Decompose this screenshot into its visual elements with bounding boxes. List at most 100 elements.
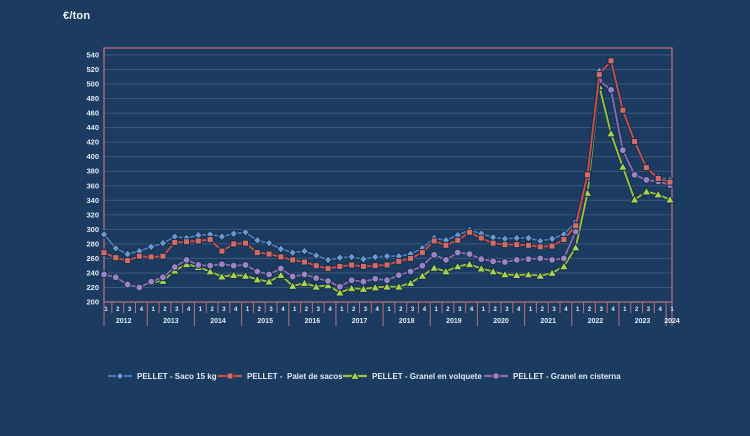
svg-text:2: 2	[446, 307, 450, 313]
x-axis-quarter-labels: 1 2 3 4 1 2 3 4 1 2 3 4 1 2 3 4 1 2 3 4 1 2 3 4 1 2 3 4 1 2 3 4 1 2 3 4 1 2 3 4…	[104, 307, 674, 313]
svg-text:1: 1	[293, 307, 297, 313]
svg-text:2: 2	[352, 307, 356, 313]
svg-text:1: 1	[151, 307, 155, 313]
svg-text:2014: 2014	[210, 318, 226, 325]
svg-text:4: 4	[423, 307, 427, 313]
svg-text:1: 1	[434, 307, 438, 313]
svg-text:2: 2	[210, 307, 214, 313]
legend-label-palet-de-sacos: PELLET - Palet de sacos	[247, 371, 343, 381]
svg-text:3: 3	[411, 307, 415, 313]
svg-text:1: 1	[246, 307, 250, 313]
series-pellet-granel-en-cisterna	[100, 76, 674, 292]
svg-text:2: 2	[116, 307, 120, 313]
svg-text:3: 3	[458, 307, 462, 313]
svg-text:4: 4	[234, 307, 238, 313]
svg-text:1: 1	[199, 307, 203, 313]
svg-text:4: 4	[517, 307, 521, 313]
svg-text:2: 2	[163, 307, 167, 313]
svg-text:1: 1	[623, 307, 627, 313]
svg-text:3: 3	[317, 307, 321, 313]
svg-text:2013: 2013	[163, 318, 179, 325]
legend-swatch-granel-en-volquete-icon	[343, 370, 367, 380]
svg-text:2: 2	[635, 307, 639, 313]
series-pellet-palet-de-sacos	[100, 57, 674, 273]
svg-text:2018: 2018	[399, 318, 415, 325]
svg-text:3: 3	[552, 307, 556, 313]
svg-text:4: 4	[659, 307, 663, 313]
svg-text:4: 4	[187, 307, 191, 313]
legend-label-granel-en-volquete: PELLET - Granel en volquete	[372, 371, 482, 381]
y-axis-labels: 200 220 240 260 280 300 320 340 360 380 400 420 440 4…	[86, 51, 99, 307]
svg-text:4: 4	[611, 307, 615, 313]
legend-label-granel-en-cisterna: PELLET - Granel en cisterna	[513, 371, 621, 381]
svg-text:2019: 2019	[446, 318, 462, 325]
svg-text:4: 4	[140, 307, 144, 313]
svg-text:3: 3	[505, 307, 509, 313]
svg-text:480: 480	[86, 94, 99, 103]
svg-text:3: 3	[175, 307, 179, 313]
svg-text:520: 520	[86, 65, 99, 74]
svg-text:320: 320	[86, 210, 99, 219]
legend-item-saco-15kg: PELLET - Saco 15 kg	[107, 368, 217, 384]
svg-text:2: 2	[493, 307, 497, 313]
legend: PELLET - Saco 15 kg PELLET - Palet de sa…	[0, 368, 750, 384]
svg-text:2017: 2017	[352, 318, 368, 325]
svg-text:2: 2	[588, 307, 592, 313]
svg-text:1: 1	[340, 307, 344, 313]
svg-text:2015: 2015	[257, 318, 273, 325]
svg-text:2: 2	[258, 307, 262, 313]
svg-text:2022: 2022	[588, 318, 604, 325]
legend-label-saco-15kg: PELLET - Saco 15 kg	[137, 371, 217, 381]
svg-text:4: 4	[564, 307, 568, 313]
svg-text:400: 400	[86, 152, 99, 161]
legend-item-palet-de-sacos: PELLET - Palet de sacos	[217, 368, 343, 384]
svg-text:280: 280	[86, 239, 99, 248]
svg-text:2020: 2020	[493, 318, 509, 325]
svg-text:1: 1	[482, 307, 486, 313]
svg-text:260: 260	[86, 254, 99, 263]
legend-swatch-palet-de-sacos-icon	[218, 372, 242, 380]
svg-text:1: 1	[387, 307, 391, 313]
svg-text:200: 200	[86, 298, 99, 307]
svg-text:2021: 2021	[540, 318, 556, 325]
svg-text:3: 3	[128, 307, 132, 313]
svg-text:4: 4	[281, 307, 285, 313]
svg-text:380: 380	[86, 167, 99, 176]
legend-item-granel-en-volquete: PELLET - Granel en volquete	[342, 368, 482, 384]
svg-text:220: 220	[86, 283, 99, 292]
chart-border	[103, 47, 673, 303]
svg-text:1: 1	[576, 307, 580, 313]
svg-text:340: 340	[86, 196, 99, 205]
svg-text:3: 3	[647, 307, 651, 313]
svg-text:440: 440	[86, 123, 99, 132]
legend-item-granel-en-cisterna: PELLET - Granel en cisterna	[483, 368, 621, 384]
series-pellet-granel-en-volquete	[145, 81, 676, 297]
svg-text:2: 2	[399, 307, 403, 313]
svg-text:420: 420	[86, 138, 99, 147]
svg-text:4: 4	[470, 307, 474, 313]
chart-gridlines	[104, 54, 672, 288]
x-axis-year-labels: 2012 2013 2014 2015 2016 2017 2018 2019 2020 2021…	[116, 318, 680, 325]
legend-swatch-granel-en-cisterna-icon	[484, 372, 508, 380]
svg-text:500: 500	[86, 80, 99, 89]
svg-text:300: 300	[86, 225, 99, 234]
svg-text:1: 1	[529, 307, 533, 313]
svg-text:3: 3	[600, 307, 604, 313]
svg-text:2: 2	[305, 307, 309, 313]
svg-text:4: 4	[376, 307, 380, 313]
legend-swatch-saco-15kg-icon	[108, 371, 132, 381]
svg-text:3: 3	[364, 307, 368, 313]
svg-text:1: 1	[104, 307, 108, 313]
svg-text:4: 4	[328, 307, 332, 313]
svg-text:2012: 2012	[116, 318, 132, 325]
svg-text:460: 460	[86, 109, 99, 118]
svg-text:2016: 2016	[305, 318, 321, 325]
svg-text:540: 540	[86, 51, 99, 60]
svg-text:360: 360	[86, 181, 99, 190]
svg-text:2024: 2024	[664, 318, 680, 325]
svg-text:2023: 2023	[635, 318, 651, 325]
svg-text:2: 2	[541, 307, 545, 313]
svg-text:3: 3	[222, 307, 226, 313]
